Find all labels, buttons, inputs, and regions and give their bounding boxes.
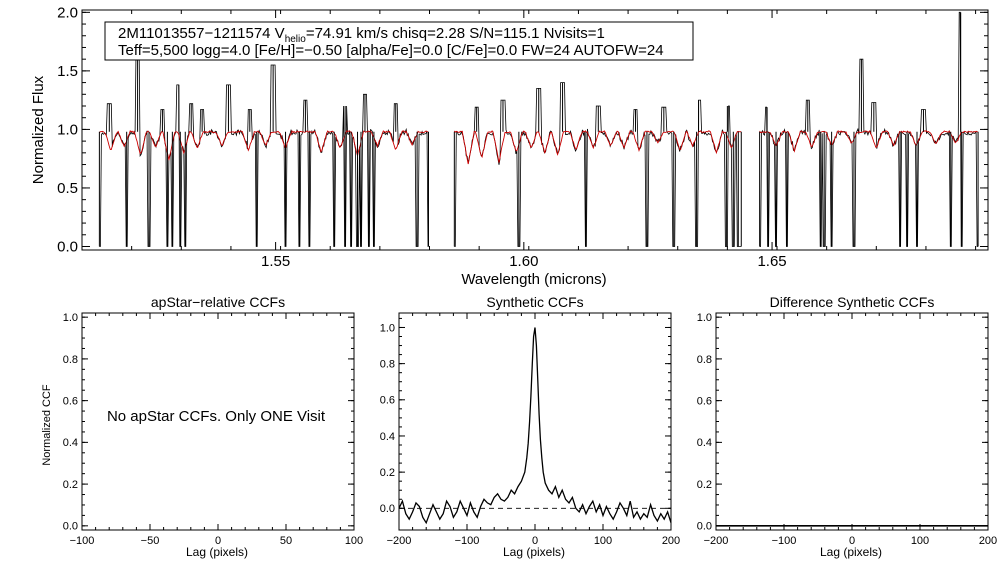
ccf-panel-title: apStar−relative CCFs [151,294,285,310]
x-tick-label: 50 [280,535,292,547]
spectrum-info-box [104,21,694,61]
observed-spectrum-chip-3 [759,11,979,247]
plot-frame [81,9,989,251]
x-tick-label: 1.65 [757,253,786,270]
x-tick-label: 0 [532,535,538,547]
y-tick-label: 1.0 [697,312,712,324]
spectrum-x-axis-label: Wavelength (microns) [461,271,606,288]
spectrum-title-line1: 2M11013557−1211574 Vhelio=74.91 km/s chi… [118,25,605,45]
y-tick-label: 1.0 [57,122,78,139]
x-tick-label: 1.60 [509,253,538,270]
difference-ccf-panel: Difference Synthetic CCFs −200 −100 0 100 200… [697,294,997,547]
y-tick-label: 0.5 [57,180,78,197]
y-tick-label: 0.6 [380,395,395,407]
spectrum-panel: 1.55 1.60 1.65 0.0 0.5 1.0 1.5 2.0 [57,5,989,270]
apstar-ccf-panel: apStar−relative CCFs −100 −50 0 50 100 0.0 0.2 0… [63,294,363,547]
ccf-x-axis-label-3: Lag (pixels) [820,545,882,559]
y-tick-label: 0.0 [57,239,78,256]
spectrum-traces [98,11,979,247]
x-tick-label: −200 [387,535,412,547]
plot-frame [715,312,989,531]
y-tick-label: 0.2 [380,467,395,479]
x-tick-label: 0 [849,535,855,547]
y-tick-label: 2.0 [57,5,78,22]
y-tick-label: 1.0 [380,322,395,334]
model-spectrum-chip-3 [759,130,979,153]
y-tick-label: 0.8 [380,358,395,370]
y-tick-label: 0.0 [697,521,712,533]
y-tick-label: 0.6 [697,395,712,407]
x-tick-label: 200 [979,535,997,547]
spectrum-title-line2: Teff=5,500 logg=4.0 [Fe/H]=−0.50 [alpha/… [118,42,664,59]
ccf-panel-title: Difference Synthetic CCFs [770,294,935,310]
synthetic-CCF-line [398,327,672,525]
y-tick-label: 0.8 [63,354,78,366]
x-tick-label: 0 [215,535,221,547]
ccf-y-axis-label: Normalized CCF [41,384,53,466]
y-tick-label: 0.4 [697,437,712,449]
no-ccf-message: No apStar CCFs. Only ONE Visit [107,408,326,425]
x-tick-label: −200 [704,535,729,547]
spectrum-y-axis-label: Normalized Flux [30,75,47,184]
x-tick-label: −100 [70,535,95,547]
title-vhelio-subscript: helio [285,34,307,45]
x-tick-label: 100 [911,535,929,547]
x-tick-label: −50 [141,535,160,547]
y-tick-label: 0.4 [380,431,395,443]
y-tick-label: 0.8 [697,354,712,366]
x-tick-label: −100 [772,535,797,547]
y-tick-label: 0.4 [63,437,78,449]
title-star-and-vhelio: 2M11013557−1211574 V [118,25,285,42]
y-tick-label: 1.0 [63,312,78,324]
y-tick-label: 0.0 [63,521,78,533]
x-tick-label: 1.55 [261,253,290,270]
ccf-x-axis-label-1: Lag (pixels) [186,545,248,559]
title-observation-stats: =74.91 km/s chisq=2.28 S/N=115.1 Nvisits… [306,25,605,42]
ccf-x-axis-label-2: Lag (pixels) [503,545,565,559]
y-tick-label: 0.2 [63,479,78,491]
y-tick-label: 0.0 [380,503,395,515]
y-tick-label: 1.5 [57,63,78,80]
x-tick-label: 100 [345,535,363,547]
model-spectrum-chip-1 [99,129,429,161]
x-tick-label: 100 [594,535,612,547]
x-tick-label: −100 [455,535,480,547]
plot-frame [398,312,672,531]
x-tick-label: 200 [662,535,680,547]
y-tick-label: 0.2 [697,479,712,491]
y-tick-label: 0.6 [63,395,78,407]
ccf-panel-title: Synthetic CCFs [486,294,583,310]
synthetic-ccf-panel: Synthetic CCFs −200 −100 0 100 200 0.0 0.2 0.4 0.… [380,294,680,547]
model-spectrum-chip-2 [453,130,742,165]
